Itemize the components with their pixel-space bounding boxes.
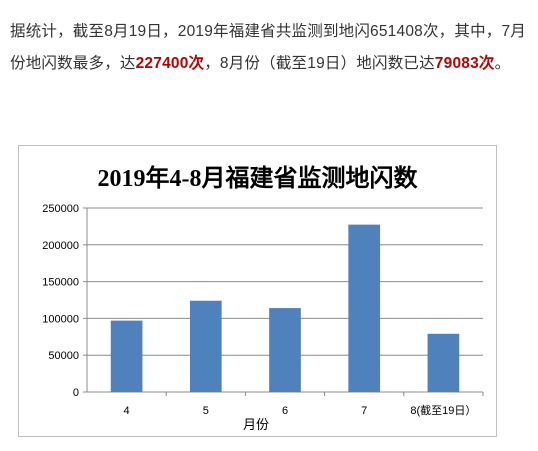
- y-tick-label: 0: [73, 387, 79, 399]
- x-axis-ticks: 4 5 6 7 8(截至19日）: [124, 392, 484, 417]
- bar-3: [269, 308, 301, 392]
- bars: [110, 224, 460, 392]
- x-tick-label: 8(截至19日）: [410, 403, 476, 417]
- x-axis-label: 月份: [243, 417, 269, 432]
- y-axis-ticks: 0 50000 100000 150000 200000 250000: [42, 203, 79, 399]
- bar-5: [427, 333, 460, 392]
- x-tick-label: 5: [203, 405, 209, 417]
- chart-frame: 2019年4-8月福建省监测地闪数 0 50000 100000 150000 2000…: [18, 145, 497, 437]
- article-text-2: ，8月份（截至19日）地闪数已达: [204, 55, 435, 72]
- y-tick-label: 100000: [42, 313, 79, 325]
- july-count-highlight: 227400次: [135, 55, 205, 72]
- x-tick-label: 4: [124, 405, 130, 417]
- article-text-3: 。: [494, 55, 511, 72]
- y-tick-label: 150000: [42, 277, 79, 289]
- article-text-1: 据统计，截至8月19日，2019年福建省共监测到地闪651408次，其中，7月份…: [10, 23, 526, 72]
- august-count-highlight: 79083次: [434, 55, 495, 72]
- bar-2: [189, 300, 222, 392]
- y-tick-label: 200000: [42, 240, 79, 252]
- bar-chart: 0 50000 100000 150000 200000 250000 4 5 6 7 8(截至1…: [42, 203, 484, 432]
- x-tick-label: 7: [361, 405, 367, 417]
- chart-title: 2019年4-8月福建省监测地闪数: [97, 166, 418, 192]
- bar-4: [348, 224, 381, 392]
- bar-1: [110, 320, 143, 392]
- article-paragraph: 据统计，截至8月19日，2019年福建省共监测到地闪651408次，其中，7月份…: [10, 16, 530, 80]
- y-tick-label: 250000: [42, 203, 79, 215]
- y-tick-label: 50000: [48, 350, 79, 362]
- x-tick-label: 6: [282, 405, 288, 417]
